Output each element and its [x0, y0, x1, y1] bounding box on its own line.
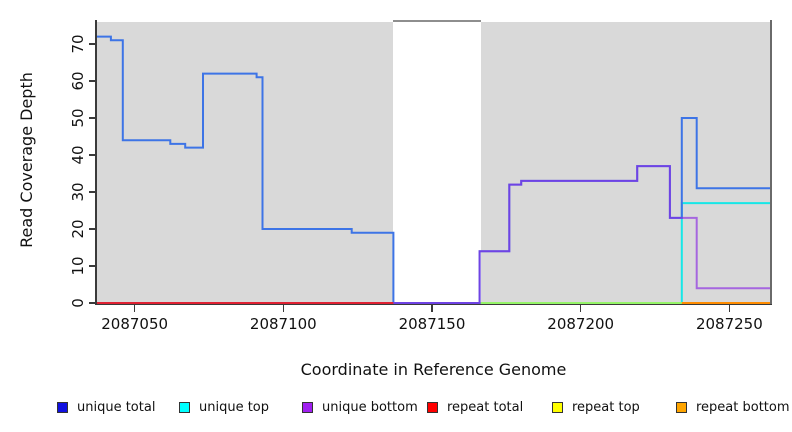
legend-swatch — [676, 401, 687, 413]
y-axis-title: Read Coverage Depth — [17, 72, 36, 248]
legend-label: repeat total — [447, 399, 524, 415]
legend-item: unique top — [179, 398, 269, 416]
y-tick-label: 0 — [69, 298, 87, 308]
legend-item: unique bottom — [302, 398, 418, 416]
legend-item: repeat bottom — [676, 398, 790, 416]
y-tick-label: 50 — [69, 108, 87, 128]
legend-swatch — [57, 401, 68, 413]
y-tick — [89, 43, 96, 45]
x-tick-label: 2087200 — [547, 315, 615, 333]
legend-swatch — [552, 401, 563, 413]
y-tick — [89, 154, 96, 156]
masked-region-top-border — [393, 20, 482, 22]
y-tick-label: 40 — [69, 145, 87, 165]
x-tick-label: 2087100 — [249, 315, 317, 333]
y-tick-label: 60 — [69, 71, 87, 91]
legend-swatch — [427, 401, 438, 413]
x-tick-label: 2087050 — [101, 315, 169, 333]
plot-box-right-border — [770, 20, 772, 305]
series-line-unique-bottom — [96, 165, 771, 304]
x-axis-title: Coordinate in Reference Genome — [300, 360, 567, 379]
legend-label: unique bottom — [322, 399, 418, 415]
x-tick — [579, 305, 582, 312]
masked-region — [393, 22, 482, 304]
y-tick-label: 30 — [69, 182, 87, 202]
legend-label: unique top — [199, 399, 270, 415]
legend-swatch — [302, 401, 313, 413]
y-tick-label: 10 — [69, 256, 87, 276]
legend-label: repeat bottom — [696, 399, 790, 415]
y-tick — [89, 80, 96, 82]
y-axis-line — [95, 20, 97, 305]
y-tick-label: 20 — [69, 219, 87, 239]
y-tick — [89, 117, 96, 119]
legend-item: repeat top — [552, 398, 640, 416]
y-tick-label: 70 — [69, 34, 87, 54]
legend-swatch — [179, 401, 190, 413]
legend-label: repeat top — [572, 399, 640, 415]
x-tick — [282, 305, 285, 312]
x-axis-line — [96, 303, 772, 305]
x-tick — [728, 305, 731, 312]
y-tick — [89, 191, 96, 193]
x-tick-label: 2087250 — [695, 315, 763, 333]
legend-item: unique total — [57, 398, 155, 416]
x-tick — [133, 305, 136, 312]
legend-label: unique total — [77, 399, 156, 415]
x-tick — [431, 305, 433, 312]
series-lines-svg — [96, 35, 771, 304]
legend-item: repeat total — [427, 398, 523, 416]
x-tick-label: 2087150 — [398, 315, 466, 333]
y-tick — [89, 302, 96, 304]
y-tick — [89, 265, 96, 267]
legend: unique total unique top unique bottom repea… — [0, 398, 792, 418]
y-tick — [89, 228, 96, 230]
